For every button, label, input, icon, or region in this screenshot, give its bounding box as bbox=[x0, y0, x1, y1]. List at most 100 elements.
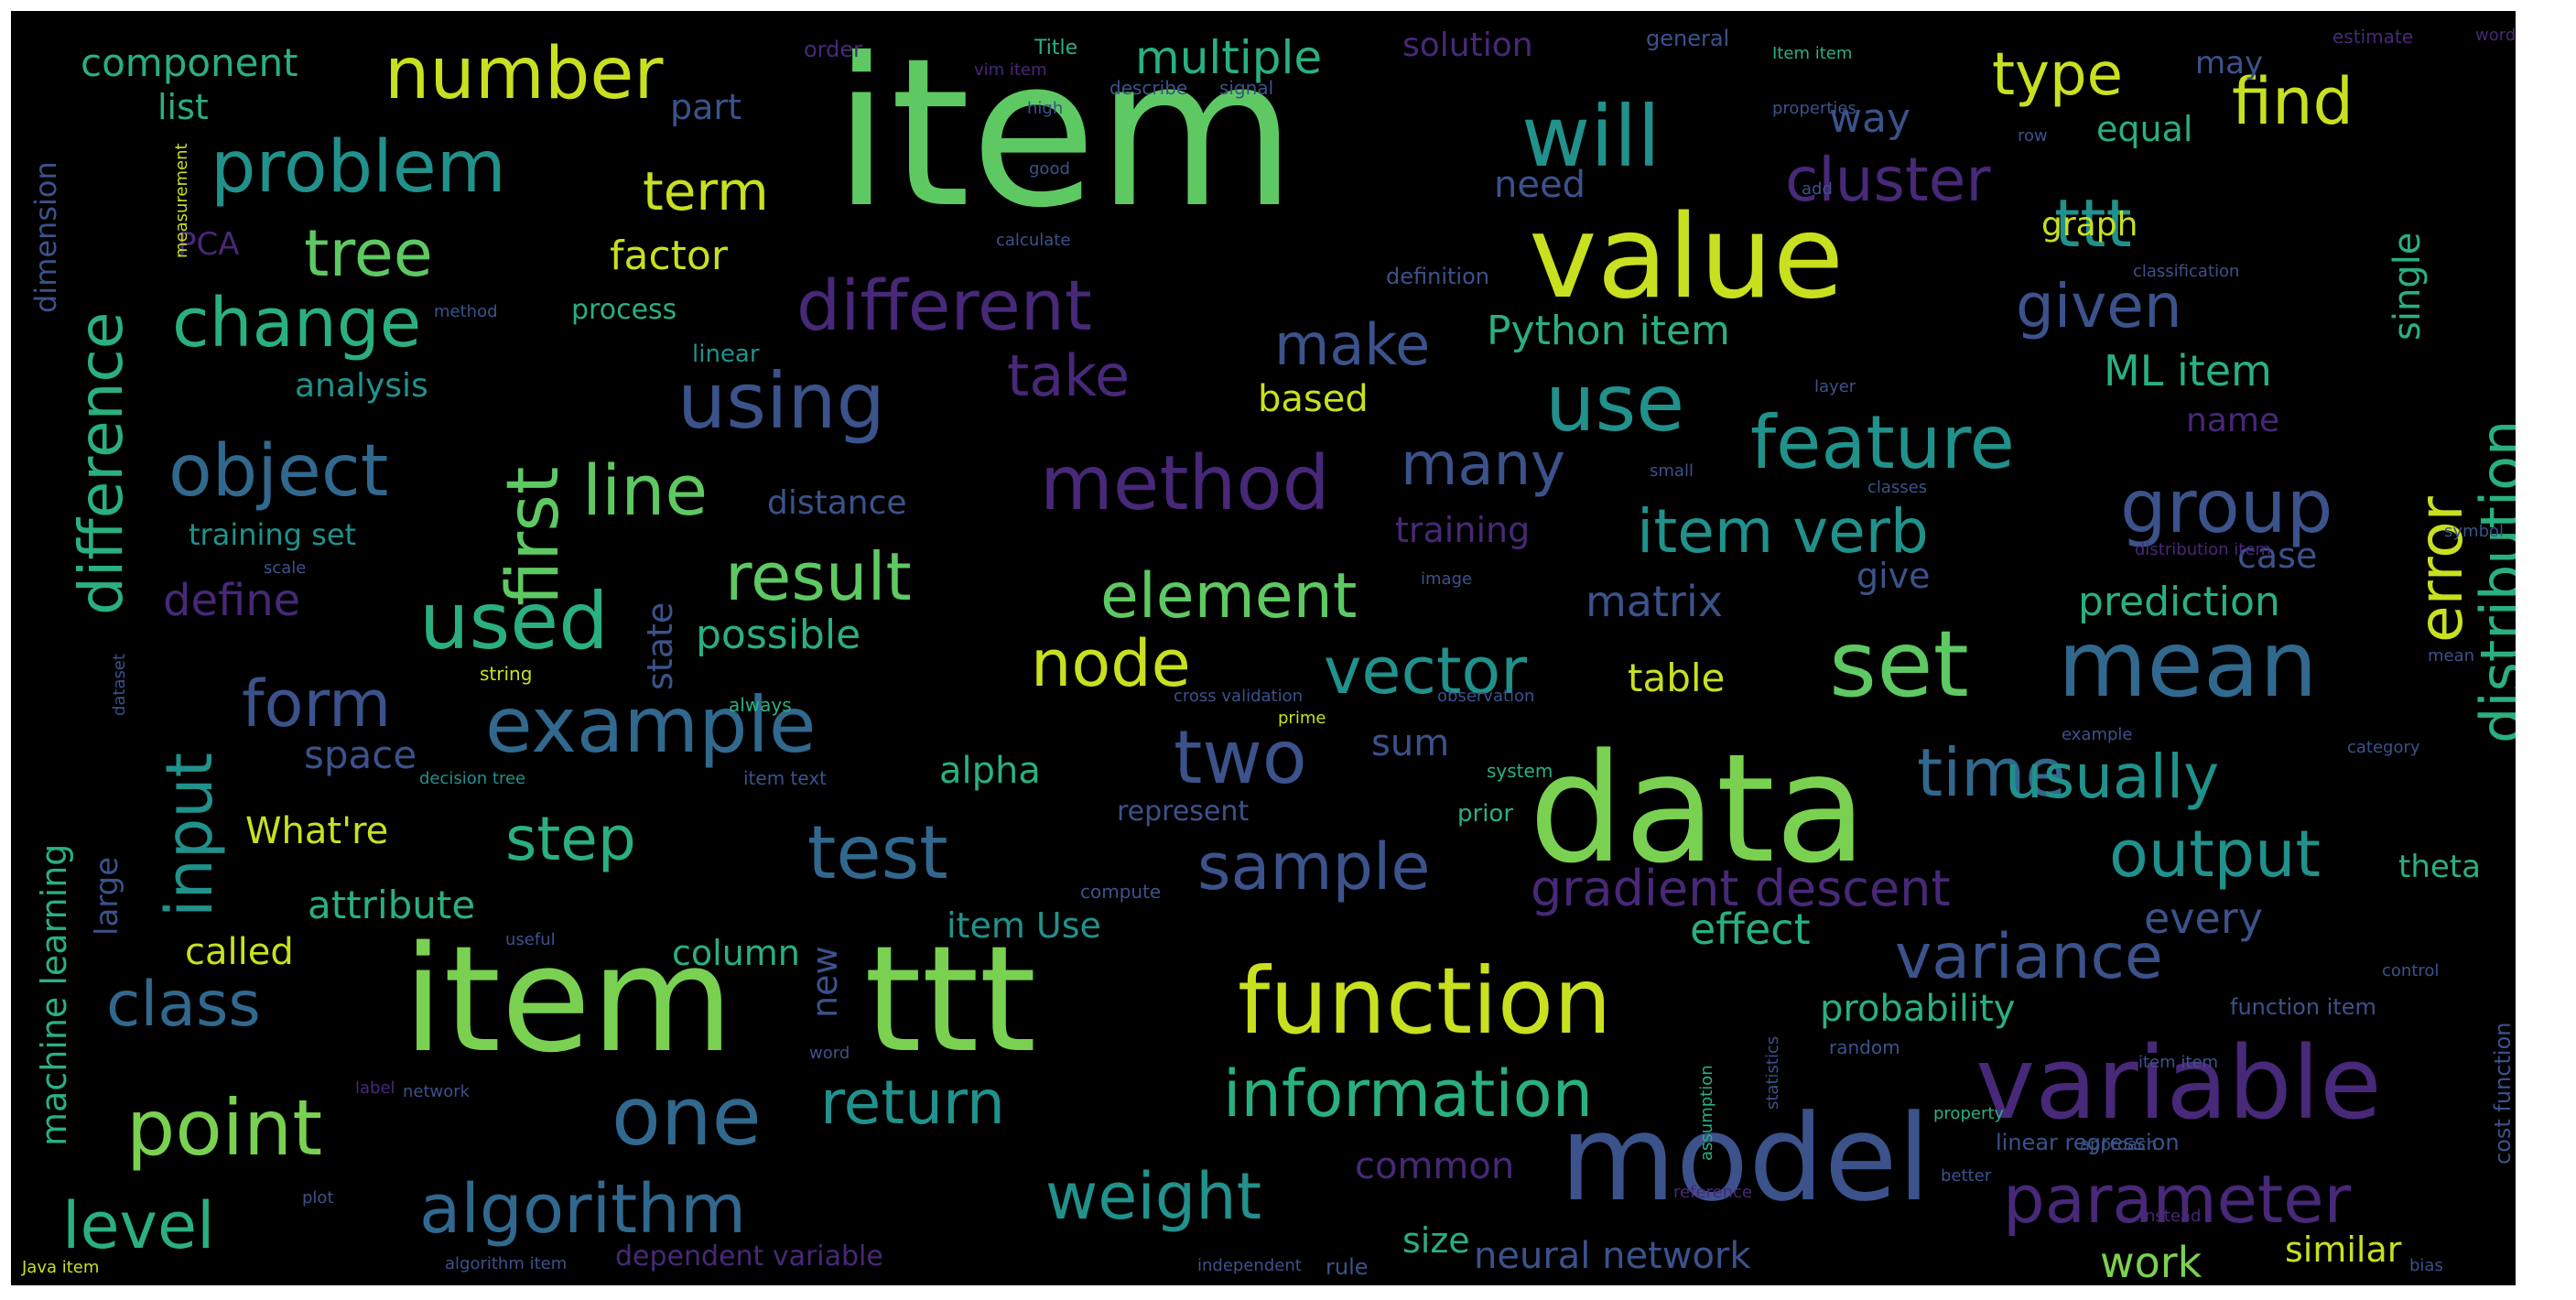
word: vim item bbox=[974, 60, 1047, 80]
word: distance bbox=[767, 484, 907, 522]
word: may bbox=[2195, 45, 2264, 81]
word: measurement bbox=[172, 143, 191, 258]
word: variable bbox=[1975, 1024, 2382, 1142]
word: represent bbox=[1117, 796, 1250, 828]
word: case bbox=[2237, 536, 2318, 576]
word: distribution bbox=[2468, 419, 2516, 743]
word: symbol bbox=[2444, 522, 2505, 541]
word: layer bbox=[1814, 377, 1856, 396]
word: observation bbox=[1437, 687, 1535, 706]
word: input bbox=[152, 752, 227, 917]
word: class bbox=[106, 969, 261, 1041]
word: tree bbox=[304, 216, 433, 291]
word: every bbox=[2144, 894, 2263, 943]
word: mean bbox=[2058, 611, 2318, 718]
word: new bbox=[805, 946, 845, 1018]
word: cluster bbox=[1785, 145, 1991, 215]
word: method bbox=[1040, 440, 1330, 527]
word: single bbox=[2387, 232, 2429, 341]
word: multiple bbox=[1135, 31, 1323, 84]
word: return bbox=[820, 1067, 1005, 1138]
word: output bbox=[2109, 817, 2321, 892]
word: large bbox=[89, 856, 125, 936]
word: line bbox=[582, 450, 709, 531]
word: gradient descent bbox=[1531, 860, 1951, 917]
word: way bbox=[1829, 95, 1910, 142]
word: type bbox=[1992, 41, 2123, 109]
word: problem bbox=[211, 126, 506, 209]
word: define bbox=[163, 575, 301, 626]
word: variance bbox=[1895, 921, 2163, 993]
word: function bbox=[1238, 948, 1612, 1055]
word: word bbox=[2475, 26, 2516, 45]
word: general bbox=[1646, 26, 1730, 51]
word: group bbox=[2120, 464, 2333, 549]
word: label bbox=[355, 1078, 395, 1098]
word: element bbox=[1100, 560, 1358, 633]
word: prediction bbox=[2078, 579, 2280, 625]
word: term bbox=[643, 160, 769, 222]
word: ttt bbox=[864, 914, 1037, 1085]
word: PCA bbox=[178, 226, 240, 263]
word: linear bbox=[692, 341, 760, 368]
word: decision tree bbox=[419, 769, 526, 788]
word: better bbox=[1941, 1166, 1992, 1186]
word: bias bbox=[2409, 1256, 2443, 1275]
word: theta bbox=[2398, 849, 2481, 885]
word: random bbox=[1829, 1036, 1900, 1058]
word: Java item bbox=[22, 1258, 100, 1277]
word: Item item bbox=[1772, 44, 1853, 63]
word: item text bbox=[743, 767, 828, 789]
word: scale bbox=[264, 558, 307, 578]
word: space bbox=[304, 732, 417, 777]
word: dimension bbox=[28, 161, 63, 313]
word: vector bbox=[1324, 634, 1528, 709]
word: properties bbox=[1772, 99, 1856, 118]
word-cloud: item item data ttt value model variable … bbox=[11, 11, 2516, 1285]
word: small bbox=[1650, 461, 1694, 481]
word: node bbox=[1031, 626, 1191, 701]
word: level bbox=[62, 1188, 215, 1263]
word: classes bbox=[1867, 478, 1928, 497]
word: signal bbox=[1219, 77, 1274, 99]
word: point bbox=[126, 1083, 323, 1173]
word: approach bbox=[2080, 1135, 2158, 1154]
word: mean bbox=[2428, 646, 2475, 666]
word: algorithm item bbox=[445, 1254, 568, 1273]
word: data bbox=[1529, 721, 1867, 896]
word: alpha bbox=[939, 750, 1041, 792]
word: estimate bbox=[2332, 26, 2414, 48]
word: need bbox=[1494, 164, 1586, 206]
word: image bbox=[1421, 569, 1473, 589]
word: make bbox=[1274, 311, 1431, 378]
word: example bbox=[485, 680, 817, 770]
word: dataset bbox=[110, 653, 129, 716]
word: word bbox=[809, 1044, 850, 1063]
word: describe bbox=[1109, 77, 1188, 99]
word: work bbox=[2100, 1238, 2203, 1285]
word: definition bbox=[1386, 264, 1489, 289]
word: value bbox=[1529, 190, 1845, 324]
word: compute bbox=[1080, 881, 1162, 903]
word: model bbox=[1560, 1089, 1931, 1228]
word: What're bbox=[245, 810, 389, 852]
word: different bbox=[796, 265, 1092, 346]
word: name bbox=[2186, 402, 2280, 439]
word: part bbox=[670, 87, 741, 127]
word: Python item bbox=[1487, 308, 1730, 354]
word: probability bbox=[1820, 988, 2016, 1030]
word: category bbox=[2347, 738, 2420, 757]
word: factor bbox=[610, 233, 728, 279]
word: item bbox=[833, 14, 1297, 253]
word: object bbox=[168, 430, 389, 513]
word: ttt bbox=[2054, 185, 2132, 262]
word: state bbox=[640, 601, 680, 690]
word: take bbox=[1007, 342, 1131, 409]
word: many bbox=[1401, 431, 1565, 499]
word: item bbox=[403, 914, 734, 1085]
word: difference bbox=[66, 311, 136, 615]
word: matrix bbox=[1586, 577, 1723, 626]
word: Title bbox=[1034, 37, 1078, 60]
word: component bbox=[81, 40, 298, 85]
word: function item bbox=[2230, 994, 2376, 1020]
